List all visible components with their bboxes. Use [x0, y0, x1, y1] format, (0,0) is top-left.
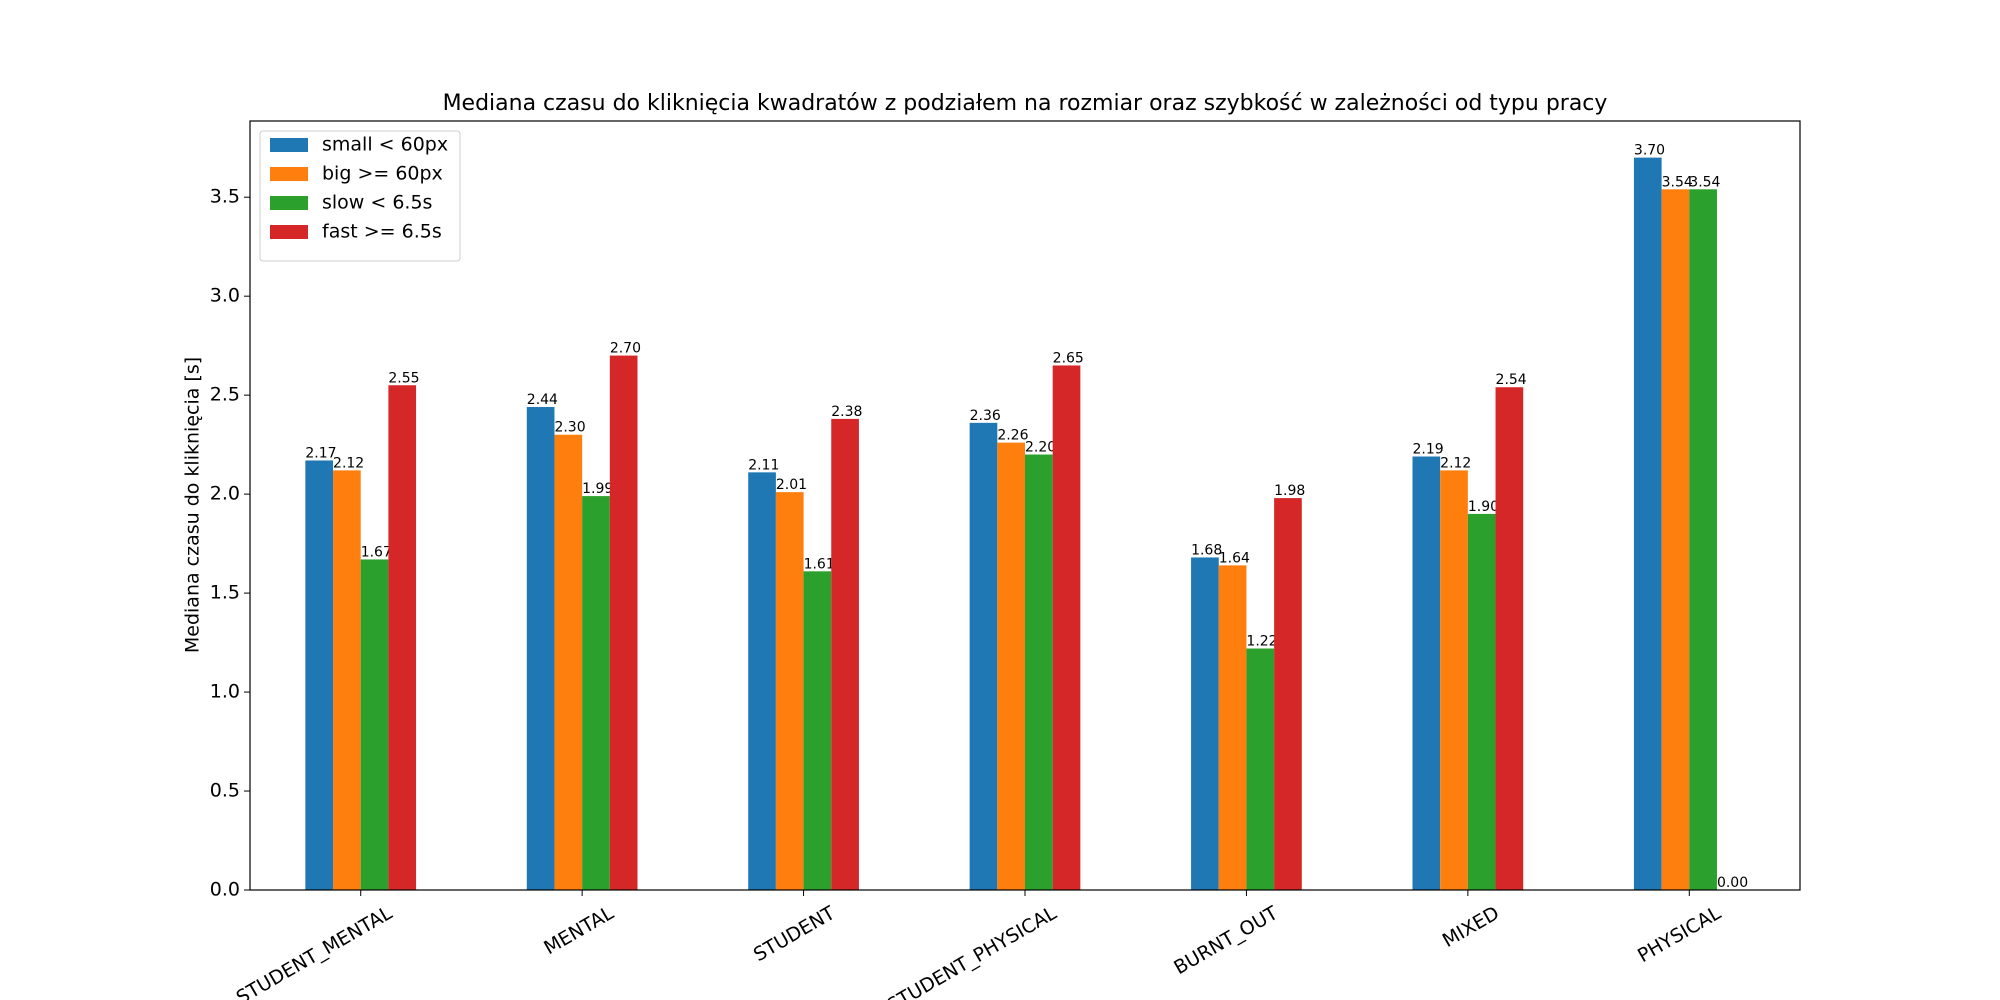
y-tick-label: 1.0	[210, 681, 240, 703]
value-label: 1.68	[1191, 542, 1222, 558]
value-label: 2.44	[527, 392, 558, 408]
x-tick-label: MIXED	[1439, 902, 1503, 952]
legend-label: big >= 60px	[322, 163, 443, 185]
value-label: 2.65	[1053, 350, 1084, 366]
bar	[997, 442, 1025, 890]
x-tick-label: BURNT_OUT	[1170, 902, 1282, 979]
value-label: 1.90	[1468, 499, 1499, 515]
bar	[831, 418, 859, 890]
bar	[1467, 513, 1496, 890]
bar	[388, 385, 417, 890]
bar	[803, 571, 832, 890]
value-label: 3.54	[1662, 174, 1693, 190]
bar	[360, 559, 389, 890]
bar	[1661, 189, 1690, 891]
x-tick-label: STUDENT	[750, 902, 839, 966]
value-label: 1.98	[1274, 483, 1305, 499]
bar	[1191, 557, 1219, 890]
legend-swatch	[270, 225, 308, 239]
y-tick-label: 3.5	[210, 186, 240, 208]
bar	[748, 472, 776, 890]
bar	[1440, 470, 1468, 890]
chart-title: Mediana czasu do kliknięcia kwadratów z …	[443, 91, 1608, 116]
bar	[775, 492, 804, 890]
legend-box	[259, 130, 461, 262]
x-tick-label: STUDENT_PHYSICAL	[883, 902, 1060, 1000]
y-tick-label: 0.0	[210, 879, 240, 901]
value-label: 2.01	[776, 477, 807, 493]
bar	[1689, 189, 1717, 891]
bar	[1274, 498, 1302, 890]
legend-swatch	[270, 167, 308, 181]
value-label: 3.54	[1689, 174, 1720, 190]
bar	[333, 470, 361, 890]
plot-frame	[249, 120, 1801, 891]
bar	[1218, 565, 1247, 890]
bar	[1412, 456, 1441, 890]
value-label: 1.67	[361, 544, 392, 560]
bar	[1246, 648, 1275, 890]
value-label: 2.54	[1496, 372, 1527, 388]
value-label: 1.22	[1246, 634, 1277, 650]
x-tick-label: MENTAL	[540, 902, 617, 959]
value-label: 2.38	[831, 404, 862, 420]
legend-label: slow < 6.5s	[322, 192, 432, 214]
value-label: 2.26	[997, 428, 1028, 444]
legend-swatch	[270, 138, 308, 152]
legend: small < 60px big >= 60px slow < 6.5s fast >…	[259, 130, 461, 262]
bar	[1052, 365, 1081, 890]
y-axis-label: Mediana czasu do kliknięcia [s]	[182, 357, 204, 653]
value-label: 0.00	[1717, 875, 1748, 891]
legend-swatch	[270, 196, 308, 210]
value-label: 2.12	[1440, 455, 1471, 471]
value-label: 2.20	[1025, 440, 1056, 456]
legend-label: small < 60px	[322, 134, 448, 156]
value-label: 2.70	[610, 341, 641, 357]
x-tick-label: _STUDENT_MENTAL	[224, 902, 397, 1000]
bar	[582, 496, 610, 890]
x-tick-label: PHYSICAL	[1634, 902, 1725, 967]
bar	[1633, 157, 1662, 891]
value-label: 2.36	[970, 408, 1001, 424]
value-label: 2.55	[388, 370, 419, 386]
bar	[1025, 454, 1053, 890]
bar	[969, 422, 998, 890]
value-label: 1.99	[582, 481, 613, 497]
y-tick-label: 3.0	[210, 285, 240, 307]
value-label: 2.11	[748, 457, 779, 473]
value-label: 3.70	[1634, 143, 1665, 159]
value-label: 1.64	[1219, 550, 1250, 566]
value-label: 1.61	[804, 556, 835, 572]
bar	[1495, 387, 1524, 890]
bar	[305, 460, 334, 890]
value-label: 2.30	[554, 420, 585, 436]
bar	[554, 434, 583, 890]
y-tick-label: 2.5	[210, 384, 240, 406]
value-label: 2.12	[333, 455, 364, 471]
y-tick-label: 2.0	[210, 483, 240, 505]
legend-label: fast >= 6.5s	[322, 221, 442, 243]
y-tick-label: 0.5	[210, 780, 240, 802]
bar	[609, 355, 638, 891]
value-label: 2.19	[1413, 442, 1444, 458]
y-tick-label: 1.5	[210, 582, 240, 604]
bar	[526, 407, 555, 890]
value-label: 2.17	[305, 445, 336, 461]
